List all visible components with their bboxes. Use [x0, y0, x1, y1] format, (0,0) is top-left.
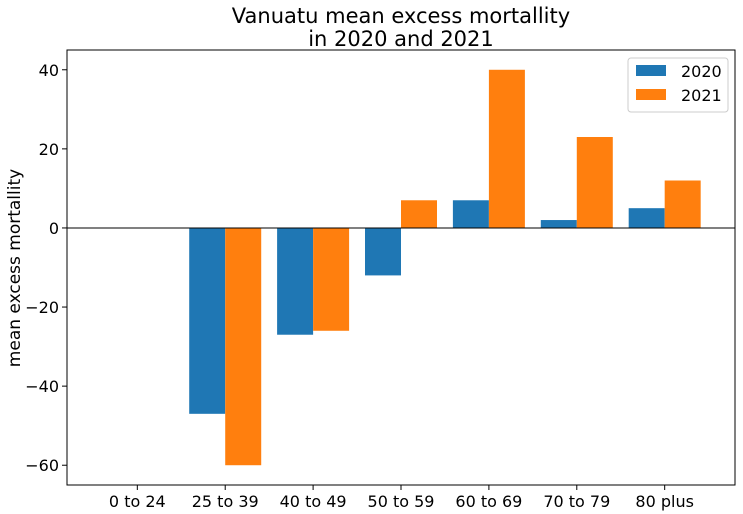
x-tick-label: 60 to 69: [455, 492, 522, 511]
bar-2020-25-to-39: [189, 227, 226, 414]
y-axis-label: mean excess mortallity: [5, 169, 25, 367]
legend-swatch-2020: [636, 65, 666, 76]
legend: 2020 2021: [627, 57, 729, 113]
y-tick-label: −20: [25, 298, 59, 317]
legend-label-2021: 2021: [681, 86, 722, 105]
bar-2021-25-to-39: [225, 227, 262, 466]
bar-2021-50-to-59: [401, 200, 437, 228]
x-tick-label: 50 to 59: [368, 492, 435, 511]
x-tick-label: 0 to 24: [109, 492, 166, 511]
x-tick-label: 70 to 79: [543, 492, 610, 511]
x-axis-ticks: 0 to 24 25 to 39 40 to 49 50 to 59 60 to 69 7…: [109, 485, 694, 511]
chart-title-line-1: Vanuatu mean excess mortallity: [232, 4, 570, 28]
legend-swatch-2021: [636, 89, 666, 100]
y-tick-label: 0: [49, 219, 59, 238]
legend-label-2020: 2020: [681, 62, 722, 81]
bar-2020-80-plus: [628, 208, 665, 228]
bar-2020-70-to-79: [540, 220, 577, 228]
y-axis-ticks: −60 −40 −20 0 20 40: [25, 61, 67, 475]
x-tick-label: 40 to 49: [280, 492, 347, 511]
y-tick-label: −60: [25, 456, 59, 475]
bar-2021-40-to-49: [313, 227, 350, 331]
chart-title-line-2: in 2020 and 2021: [308, 27, 494, 51]
bar-2021-60-to-69: [488, 69, 525, 228]
bar-2020-40-to-49: [277, 227, 314, 335]
x-tick-label: 25 to 39: [192, 492, 259, 511]
y-tick-label: 40: [39, 61, 59, 80]
y-tick-label: −40: [25, 377, 59, 396]
bar-2021-80-plus: [664, 180, 701, 228]
bar-2020-60-to-69: [452, 200, 489, 228]
x-tick-label: 80 plus: [635, 492, 694, 511]
y-tick-label: 20: [39, 140, 59, 159]
bar-2021-70-to-79: [576, 137, 613, 228]
bars-layer: [189, 69, 701, 466]
bar-2020-50-to-59: [365, 227, 401, 276]
